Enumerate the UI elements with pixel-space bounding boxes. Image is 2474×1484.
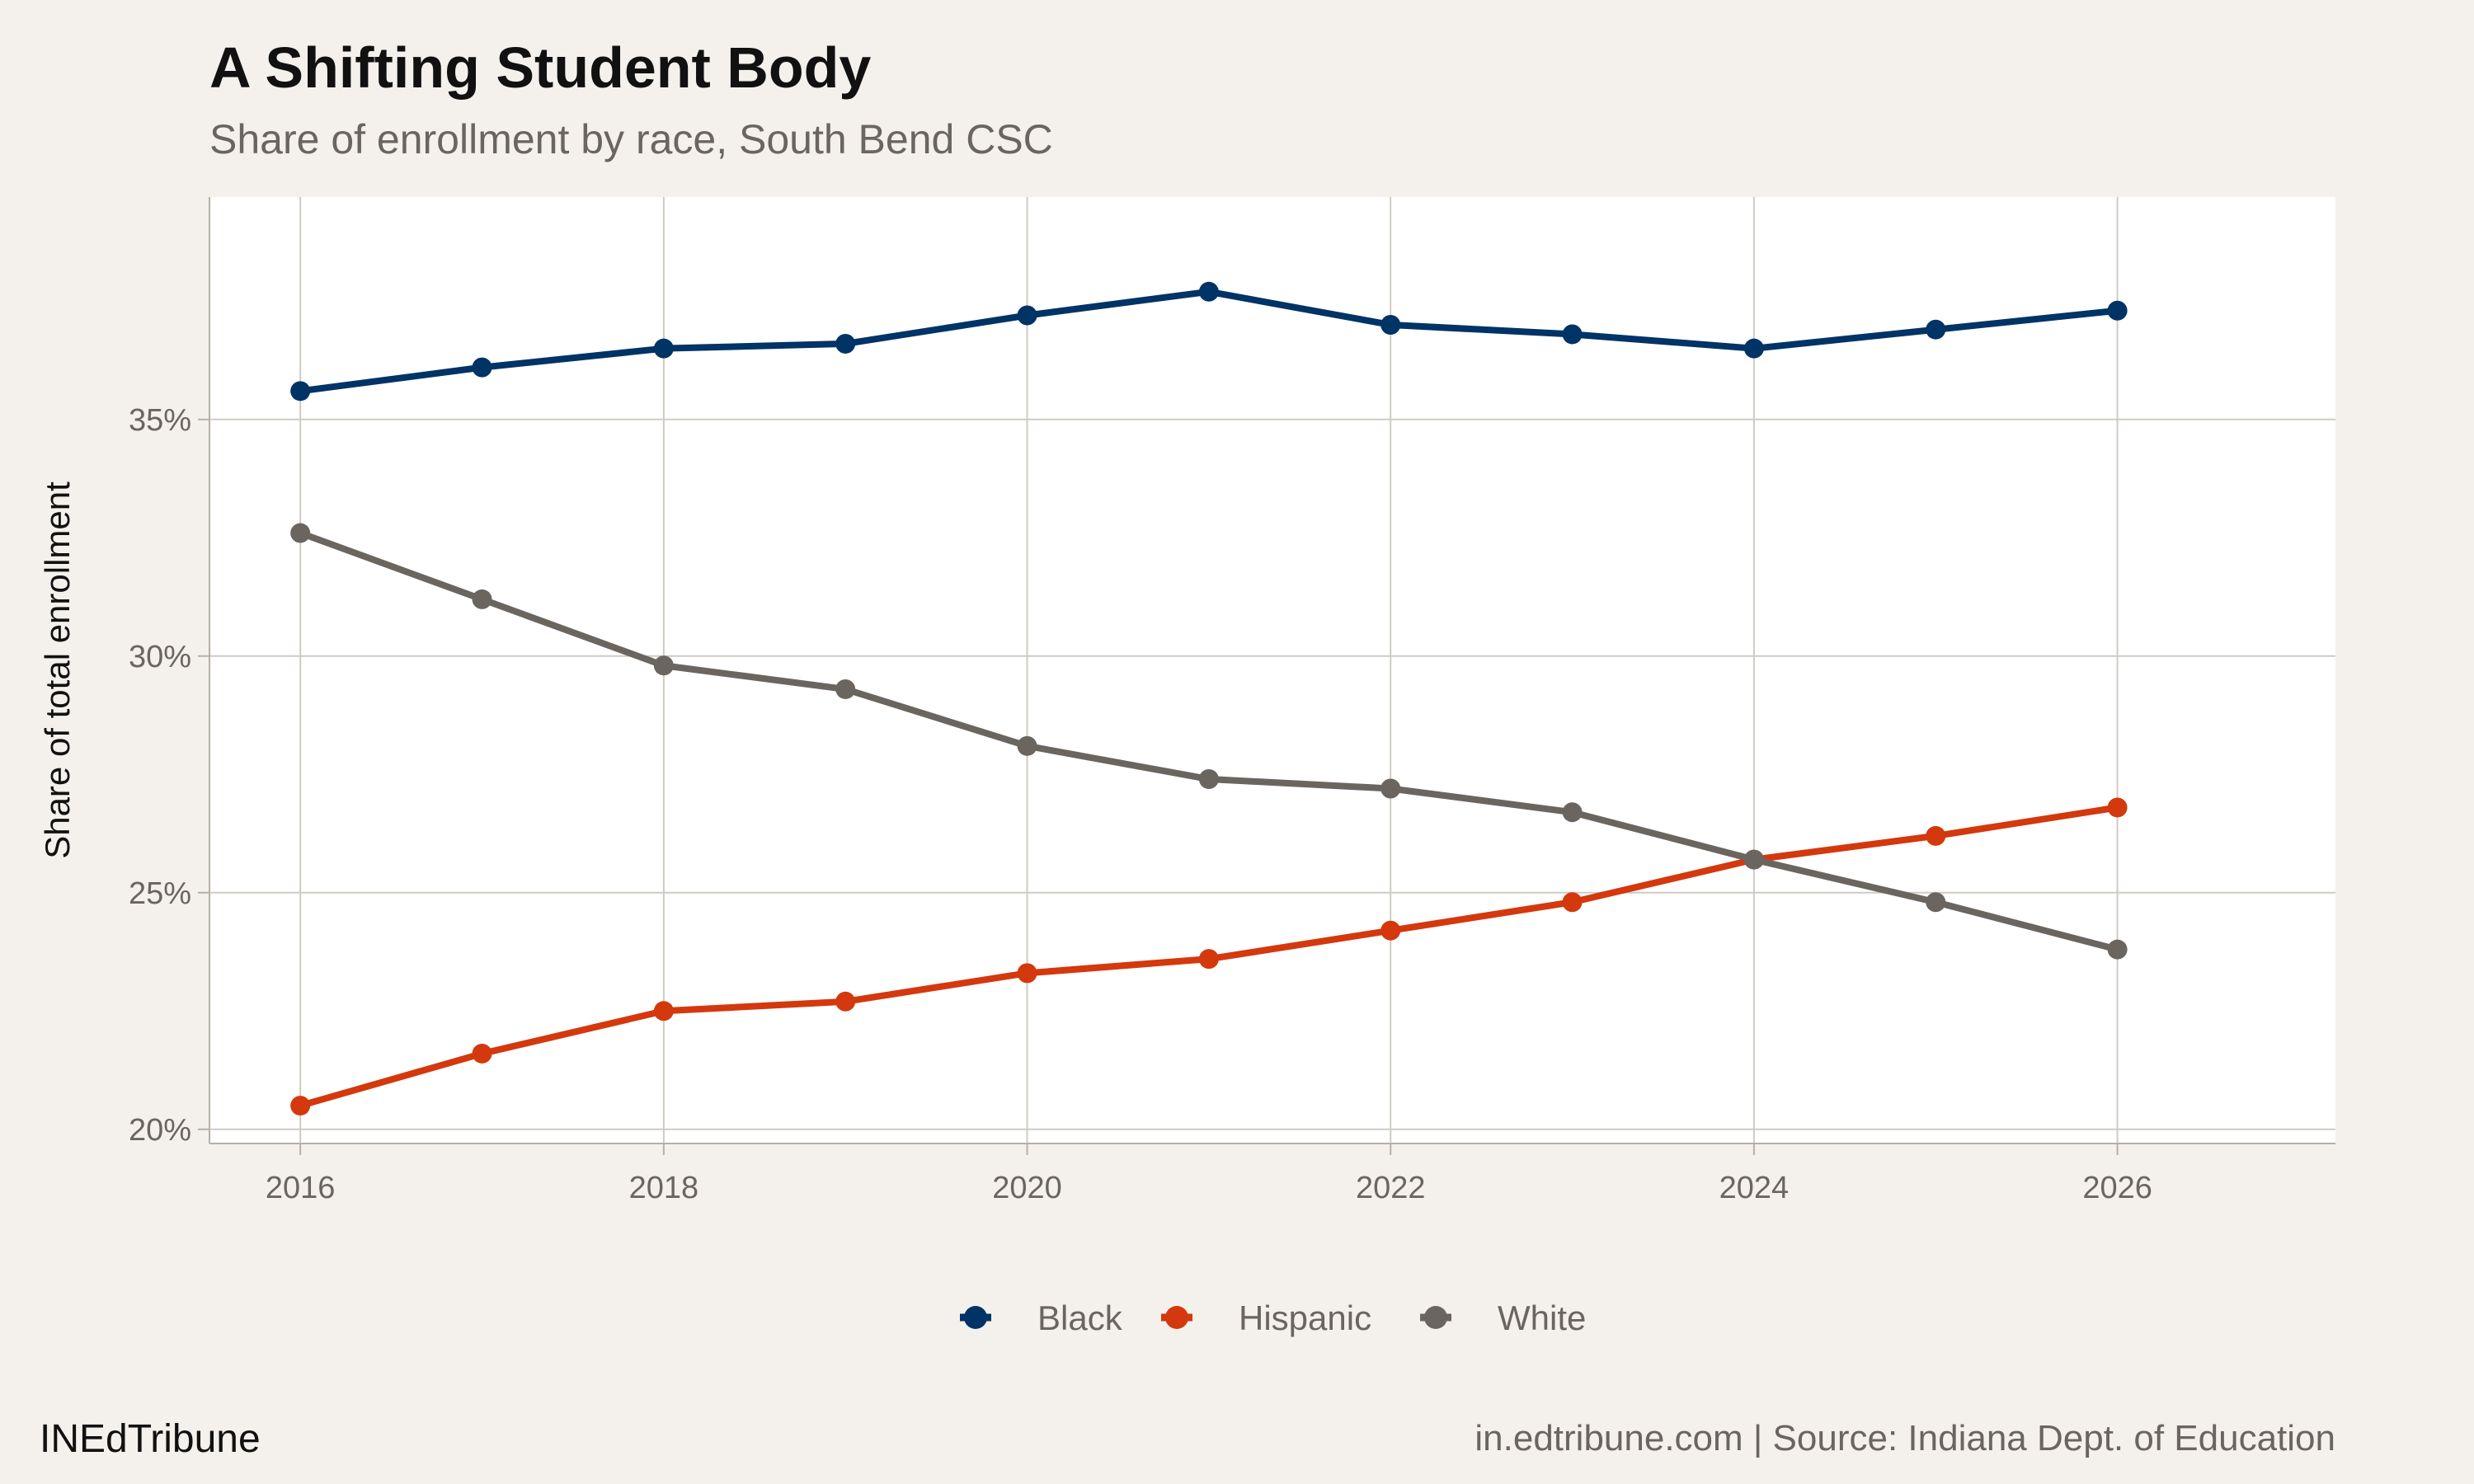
data-point-white xyxy=(1198,769,1219,790)
data-point-hispanic xyxy=(290,1096,311,1116)
data-point-white xyxy=(1926,892,1946,913)
data-point-hispanic xyxy=(1562,892,1583,913)
legend-label: Black xyxy=(1037,1298,1123,1337)
legend-item-black: Black xyxy=(960,1298,1123,1337)
series-hispanic xyxy=(290,797,2128,1116)
data-point-black xyxy=(835,333,856,354)
data-point-white xyxy=(1743,849,1764,870)
data-point-white xyxy=(472,589,492,609)
data-point-black xyxy=(1380,314,1401,335)
data-point-hispanic xyxy=(1198,949,1219,970)
y-tick-label: 30% xyxy=(129,640,191,674)
x-tick-label: 2020 xyxy=(992,1171,1062,1205)
legend-label: Hispanic xyxy=(1239,1298,1371,1337)
y-tick-label: 35% xyxy=(129,403,191,438)
data-point-white xyxy=(1562,802,1583,823)
data-point-white xyxy=(1380,778,1401,799)
data-point-black xyxy=(1926,319,1946,340)
x-tick-label: 2026 xyxy=(2082,1171,2152,1205)
data-point-black xyxy=(472,357,492,378)
data-point-black xyxy=(2107,300,2128,321)
data-point-hispanic xyxy=(653,1001,674,1021)
data-point-white xyxy=(2107,939,2128,960)
legend-key-point xyxy=(1165,1306,1188,1329)
data-point-white xyxy=(835,679,856,699)
x-tick-label: 2016 xyxy=(266,1171,336,1205)
source-footer: in.edtribune.com | Source: Indiana Dept.… xyxy=(1475,1418,2335,1458)
legend-key-point xyxy=(1424,1306,1447,1329)
series-black xyxy=(290,281,2128,402)
data-point-black xyxy=(1198,281,1219,302)
data-point-black xyxy=(290,381,311,402)
series-white xyxy=(290,523,2128,960)
legend: Black Hispanic White xyxy=(960,1298,1586,1337)
y-tick-label: 20% xyxy=(129,1113,191,1148)
legend-item-white: White xyxy=(1420,1298,1586,1337)
plot-panel xyxy=(209,197,2335,1144)
x-tick-label: 2022 xyxy=(1356,1171,1426,1205)
data-point-hispanic xyxy=(472,1043,492,1064)
data-point-white xyxy=(1017,735,1037,756)
data-point-black xyxy=(1562,324,1583,345)
x-tick-label: 2018 xyxy=(629,1171,699,1205)
data-point-hispanic xyxy=(2107,797,2128,818)
data-point-white xyxy=(653,655,674,676)
data-point-black xyxy=(1017,305,1037,326)
y-axis-label: Share of total enrollment xyxy=(38,481,77,859)
data-point-black xyxy=(1743,338,1764,359)
data-point-black xyxy=(653,338,674,359)
chart-subtitle: Share of enrollment by race, South Bend … xyxy=(209,116,1053,162)
brand-footer: INEdTribune xyxy=(40,1417,261,1461)
data-point-hispanic xyxy=(835,991,856,1012)
data-point-hispanic xyxy=(1926,825,1946,846)
data-point-hispanic xyxy=(1017,963,1037,984)
data-point-white xyxy=(290,523,311,543)
chart-title: A Shifting Student Body xyxy=(209,35,872,100)
x-tick-label: 2024 xyxy=(1719,1171,1790,1205)
data-point-hispanic xyxy=(1380,920,1401,941)
y-tick-label: 25% xyxy=(129,876,191,911)
legend-key-point xyxy=(964,1306,987,1329)
legend-item-hispanic: Hispanic xyxy=(1161,1298,1371,1337)
legend-label: White xyxy=(1498,1298,1586,1337)
